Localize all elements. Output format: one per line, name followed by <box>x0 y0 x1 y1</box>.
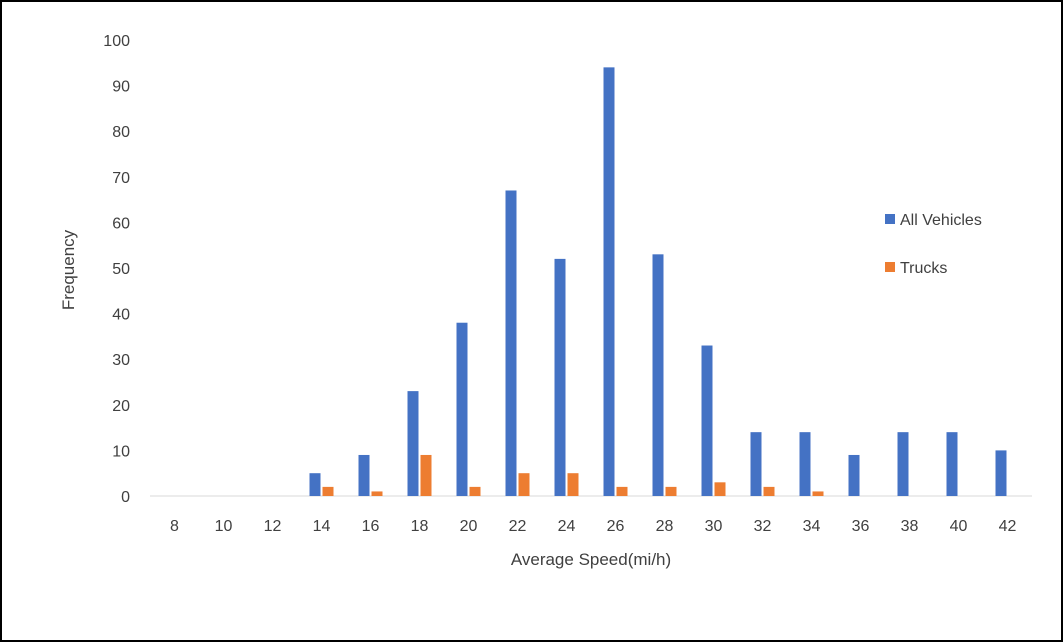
bar-all-vehicles <box>848 454 860 496</box>
x-tick-label: 12 <box>264 518 282 535</box>
bar-all-vehicles <box>554 258 566 496</box>
bar-trucks <box>812 491 824 496</box>
y-tick-label: 70 <box>112 170 130 187</box>
bar-all-vehicles <box>652 254 664 496</box>
bar-all-vehicles <box>407 391 419 496</box>
y-tick-label: 0 <box>121 489 130 506</box>
x-axis-ticks: 8 10 12 14 16 18 20 22 24 26 28 30 32 34 36 38 40 42 <box>170 518 1016 535</box>
bar-trucks <box>371 491 383 496</box>
y-tick-label: 20 <box>112 398 130 415</box>
y-tick-label: 80 <box>112 124 130 141</box>
x-tick-label: 42 <box>999 518 1017 535</box>
bar-all-vehicles <box>358 454 370 496</box>
x-tick-label: 26 <box>607 518 625 535</box>
x-tick-label: 22 <box>509 518 527 535</box>
bar-all-vehicles <box>505 190 517 497</box>
legend-swatch-trucks <box>885 262 895 272</box>
legend: All Vehicles Trucks <box>885 212 982 277</box>
x-tick-label: 38 <box>901 518 919 535</box>
x-tick-label: 20 <box>460 518 478 535</box>
bars <box>309 67 1007 497</box>
bar-trucks <box>469 486 481 496</box>
bar-trucks <box>616 486 628 496</box>
bar-trucks <box>322 486 334 496</box>
x-tick-label: 8 <box>170 518 179 535</box>
bar-all-vehicles <box>701 345 713 496</box>
y-tick-label: 10 <box>112 443 130 460</box>
x-tick-label: 16 <box>362 518 380 535</box>
bar-all-vehicles <box>603 67 615 497</box>
bar-all-vehicles <box>946 432 958 496</box>
legend-swatch-all-vehicles <box>885 214 895 224</box>
bar-all-vehicles <box>799 432 811 496</box>
x-tick-label: 28 <box>656 518 674 535</box>
bar-all-vehicles <box>897 432 909 496</box>
bar-trucks <box>714 482 726 496</box>
bar-trucks <box>763 486 775 496</box>
x-tick-label: 36 <box>852 518 870 535</box>
y-tick-label: 40 <box>112 307 130 324</box>
bar-all-vehicles <box>309 473 321 496</box>
bar-all-vehicles <box>995 450 1007 496</box>
y-tick-label: 30 <box>112 352 130 369</box>
y-tick-label: 90 <box>112 79 130 96</box>
x-tick-label: 14 <box>313 518 331 535</box>
y-tick-label: 100 <box>103 33 130 50</box>
bar-trucks <box>518 473 530 496</box>
bar-all-vehicles <box>750 432 762 496</box>
bar-trucks <box>420 454 432 496</box>
x-tick-label: 10 <box>215 518 233 535</box>
x-tick-label: 18 <box>411 518 429 535</box>
bar-all-vehicles <box>456 322 468 496</box>
y-axis-ticks: 0 10 20 30 40 50 60 70 80 90 100 <box>103 33 130 506</box>
x-tick-label: 30 <box>705 518 723 535</box>
legend-label-trucks: Trucks <box>900 260 947 277</box>
x-tick-label: 40 <box>950 518 968 535</box>
bar-trucks <box>665 486 677 496</box>
y-tick-label: 60 <box>112 215 130 232</box>
bar-trucks <box>567 473 579 496</box>
x-tick-label: 34 <box>803 518 821 535</box>
legend-label-all-vehicles: All Vehicles <box>900 212 982 229</box>
x-axis-title: Average Speed(mi/h) <box>511 550 671 569</box>
x-tick-label: 24 <box>558 518 576 535</box>
y-axis-title: Frequency <box>59 229 78 310</box>
x-tick-label: 32 <box>754 518 772 535</box>
y-tick-label: 50 <box>112 261 130 278</box>
